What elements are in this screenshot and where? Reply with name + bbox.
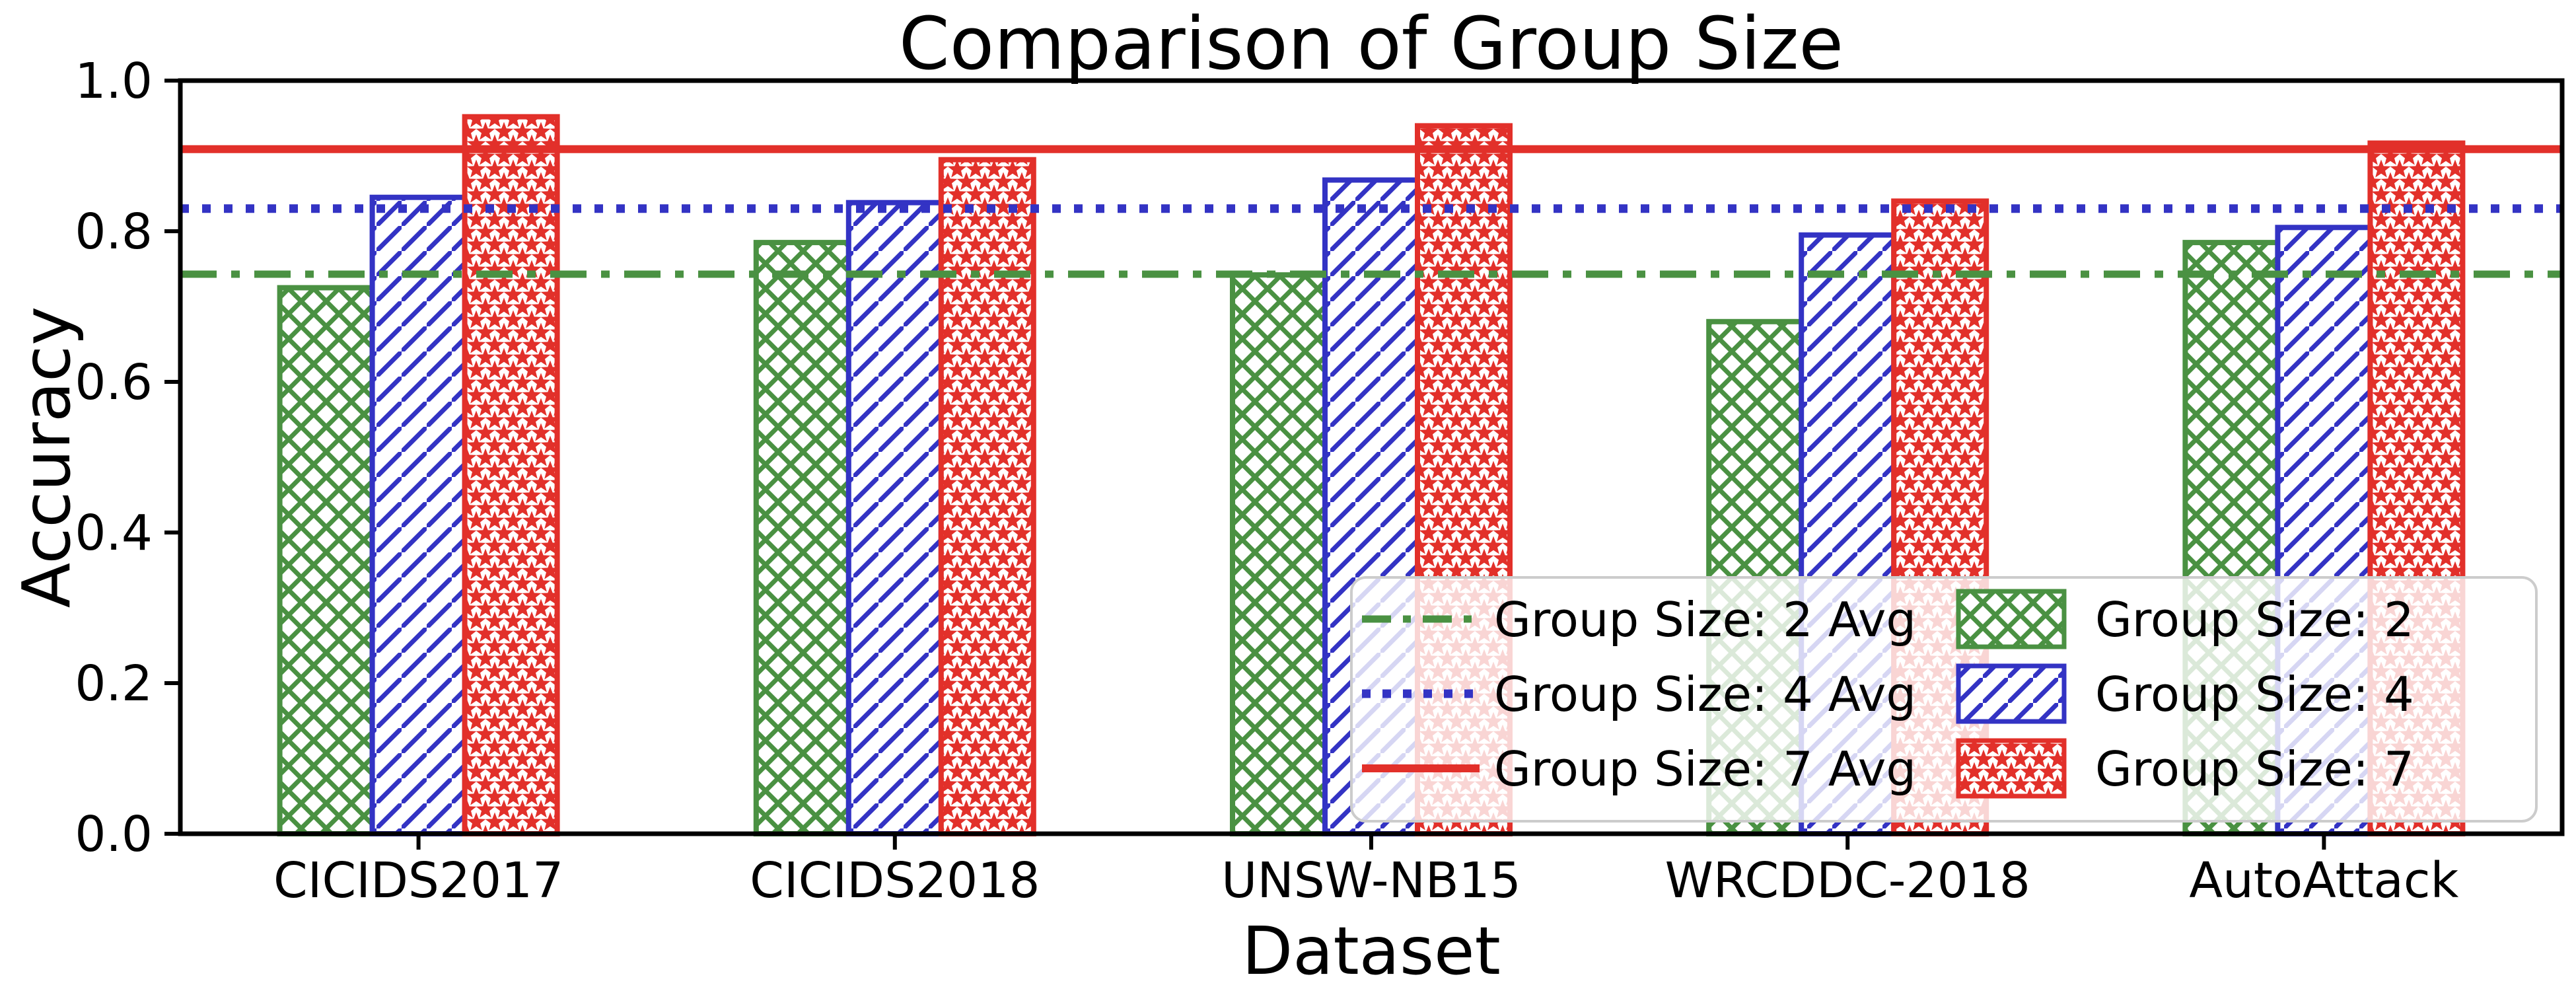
bar <box>845 200 944 836</box>
legend-label-group4: Group Size: 4 <box>2095 667 2414 722</box>
legend-label-avg2: Group Size: 2 Avg <box>1494 592 1916 647</box>
bar <box>462 114 560 837</box>
x-tick-label: UNSW-NB15 <box>1221 852 1521 909</box>
y-tick-label: 0.2 <box>75 655 153 712</box>
y-tick-label: 0.4 <box>75 505 153 562</box>
x-tick-label: CICIDS2017 <box>273 852 563 909</box>
bar <box>369 194 468 836</box>
chart-title: Comparison of Group Size <box>899 1 1843 86</box>
plot-border <box>178 78 2565 836</box>
legend: Group Size: 2 Avg Group Size: 4 Avg Grou… <box>1350 576 2538 823</box>
bar <box>277 285 375 836</box>
legend-label-group7: Group Size: 7 <box>2095 741 2414 797</box>
legend-label-avg4: Group Size: 4 Avg <box>1494 667 1916 722</box>
x-tick-label: AutoAttack <box>2189 852 2458 909</box>
legend-swatch-group7 <box>1956 738 2067 799</box>
y-axis-label: Accuracy <box>8 307 85 608</box>
y-tick-label: 1.0 <box>75 53 153 110</box>
y-tick-label: 0.8 <box>75 203 153 260</box>
x-tick-label: CICIDS2018 <box>750 852 1040 909</box>
y-tick-label: 0.6 <box>75 354 153 411</box>
legend-label-avg7: Group Size: 7 Avg <box>1494 741 1916 797</box>
bar <box>1230 272 1328 837</box>
plot-area: CICIDS2017 CICIDS2018 UNSW-NB15 WRCDDC-2018… <box>75 53 2565 909</box>
legend-label-group2: Group Size: 2 <box>2095 592 2414 647</box>
bar <box>938 157 1036 836</box>
bar <box>753 240 851 837</box>
legend-swatch-group2 <box>1956 589 2067 649</box>
x-tick-label: WRCDDC-2018 <box>1665 852 2030 909</box>
legend-swatch-group4 <box>1956 663 2067 724</box>
y-tick-label: 0.0 <box>75 806 153 863</box>
legend-box <box>1350 576 2538 823</box>
x-axis-label: Dataset <box>1242 912 1501 990</box>
